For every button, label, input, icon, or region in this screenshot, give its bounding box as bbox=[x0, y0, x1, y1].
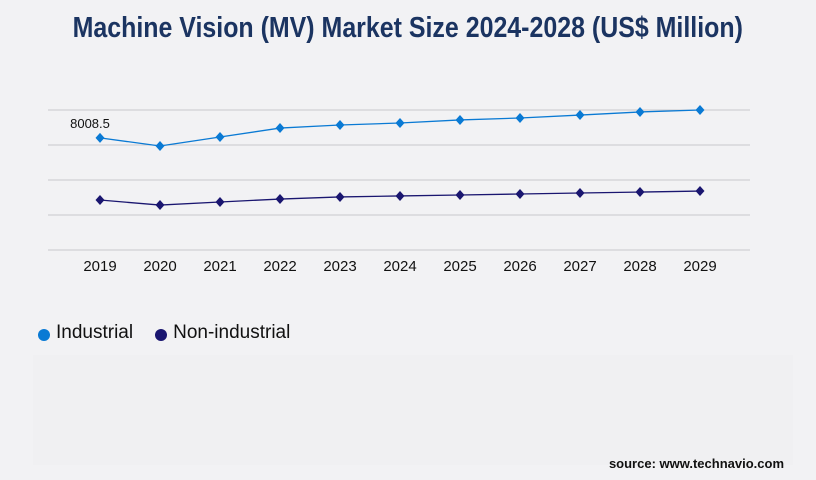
data-point bbox=[275, 194, 285, 205]
legend-background bbox=[33, 355, 793, 465]
legend-item-non-industrial[interactable]: Non-industrial bbox=[155, 322, 290, 344]
data-point bbox=[455, 114, 465, 125]
data-point bbox=[455, 189, 465, 200]
x-tick-label: 2021 bbox=[203, 258, 236, 275]
chart-title: Machine Vision (MV) Market Size 2024-202… bbox=[0, 12, 816, 45]
data-point bbox=[575, 188, 585, 199]
x-tick-label: 2029 bbox=[683, 258, 716, 275]
legend: Industrial Non-industrial bbox=[38, 322, 312, 344]
x-tick-label: 2020 bbox=[143, 258, 176, 275]
data-point bbox=[635, 187, 645, 198]
data-point bbox=[635, 106, 645, 117]
data-point bbox=[515, 189, 525, 199]
legend-item-industrial[interactable]: Industrial bbox=[38, 322, 133, 344]
data-point bbox=[575, 110, 585, 121]
legend-marker-non-industrial bbox=[155, 329, 168, 341]
x-tick-label: 2024 bbox=[383, 258, 416, 275]
data-point bbox=[395, 118, 405, 129]
data-point bbox=[215, 196, 225, 207]
data-point bbox=[155, 200, 165, 211]
data-point bbox=[335, 191, 345, 202]
data-point bbox=[395, 190, 405, 201]
data-point bbox=[695, 186, 705, 197]
x-tick-label: 2023 bbox=[323, 258, 356, 275]
data-point bbox=[215, 132, 225, 143]
legend-label: Industrial bbox=[56, 322, 134, 343]
x-tick-label: 2019 bbox=[83, 258, 116, 275]
source-credit: source: www.technavio.com bbox=[608, 456, 784, 471]
data-point bbox=[335, 119, 345, 130]
x-tick-label: 2027 bbox=[563, 258, 596, 275]
data-point bbox=[515, 112, 525, 123]
x-tick-label: 2022 bbox=[263, 258, 296, 275]
data-point bbox=[275, 123, 285, 134]
data-point bbox=[95, 132, 105, 143]
x-tick-label: 2028 bbox=[623, 258, 656, 275]
data-point bbox=[155, 140, 165, 151]
x-tick-label: 2025 bbox=[443, 258, 476, 275]
data-label: 8008.5 bbox=[70, 116, 110, 131]
legend-marker-industrial bbox=[38, 329, 50, 341]
data-point bbox=[95, 195, 105, 206]
data-point bbox=[695, 105, 705, 115]
chart-title-text: Machine Vision (MV) Market Size 2024-202… bbox=[72, 12, 744, 44]
x-tick-label: 2026 bbox=[503, 258, 536, 275]
line-chart: 2019 2020 2021 2022 2023 2024 2025 2026 2027 2028… bbox=[48, 105, 750, 275]
legend-label: Non-industrial bbox=[173, 322, 291, 343]
